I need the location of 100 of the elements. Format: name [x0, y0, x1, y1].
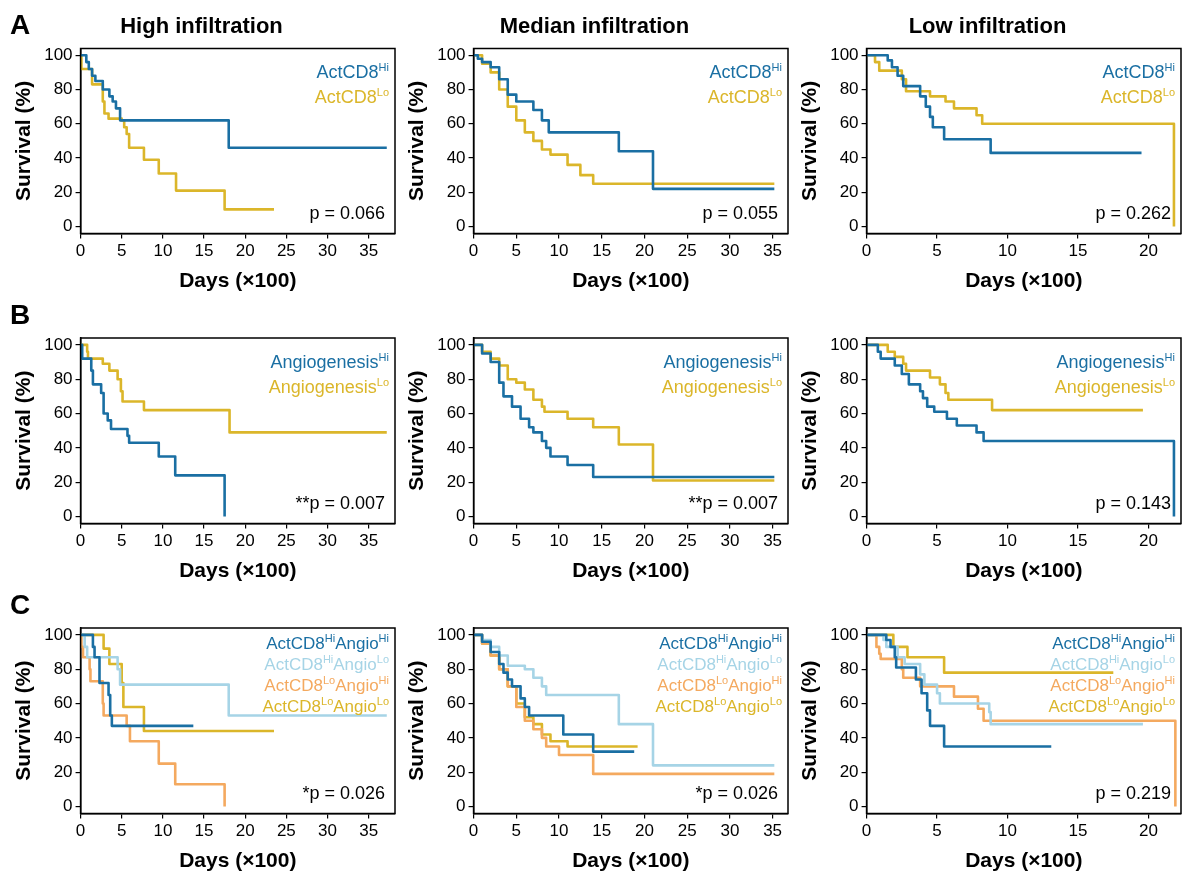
text: C [10, 588, 31, 620]
annotation: p = 0.055 [702, 203, 778, 224]
chart-title: Median infiltration [499, 13, 690, 39]
x-tick-label: 15 [592, 531, 612, 551]
y-tick-label: 80 [446, 368, 466, 388]
x-tick-label: 5 [116, 531, 127, 551]
y-tick-label: 20 [839, 181, 859, 201]
y-tick-label: 80 [839, 368, 859, 388]
x-tick-label: 5 [932, 531, 942, 551]
y-tick-label: 0 [63, 796, 73, 816]
y-tick-label: 60 [839, 403, 859, 423]
y-axis-title: Survival (%) [797, 370, 821, 491]
y-tick-label: 100 [437, 44, 466, 64]
y-tick-label: 0 [849, 216, 859, 236]
y-tick-label: 40 [53, 727, 73, 747]
x-tick-label: 25 [677, 531, 697, 551]
y-tick-label: 60 [53, 113, 73, 133]
y-tick-label: 80 [53, 79, 73, 99]
x-axis-title: Days (×100) [179, 848, 297, 872]
x-tick-label: 5 [116, 241, 127, 261]
text: A [10, 8, 31, 40]
x-axis-title: Days (×100) [179, 558, 297, 582]
y-tick-label: 0 [456, 216, 466, 236]
y-tick-label: 60 [446, 693, 466, 713]
y-tick-label: 0 [63, 216, 73, 236]
y-tick-label: 40 [53, 147, 73, 167]
y-tick-label: 100 [437, 334, 466, 354]
x-tick-label: 35 [763, 821, 783, 841]
x-tick-label: 15 [1068, 241, 1088, 261]
x-tick-label: 10 [998, 241, 1018, 261]
x-tick-label: 10 [153, 241, 173, 261]
x-tick-label: 25 [276, 531, 296, 551]
y-axis-title: Survival (%) [11, 80, 35, 202]
y-axis-title: Survival (%) [797, 660, 821, 781]
x-tick-label: 20 [634, 821, 654, 841]
y-tick-label: 80 [53, 368, 73, 388]
y-tick-label: 20 [53, 761, 73, 781]
x-tick-label: 30 [720, 531, 740, 551]
y-tick-label: 40 [839, 727, 859, 747]
annotation: **p = 0.007 [688, 493, 778, 514]
x-tick-label: 10 [998, 531, 1018, 551]
y-tick-label: 100 [437, 624, 466, 644]
x-tick-label: 5 [932, 821, 942, 841]
x-tick-label: 15 [194, 821, 214, 841]
y-tick-label: 40 [839, 147, 859, 167]
y-tick-label: 100 [830, 624, 859, 644]
y-tick-label: 20 [839, 761, 859, 781]
x-axis-title: Days (×100) [965, 848, 1083, 872]
text: B [10, 298, 31, 330]
y-tick-label: 100 [44, 44, 73, 64]
x-tick-label: 20 [235, 241, 255, 261]
y-tick-label: 100 [44, 334, 73, 354]
x-tick-label: 35 [359, 821, 379, 841]
x-tick-label: 15 [194, 531, 214, 551]
x-tick-label: 35 [763, 241, 783, 261]
annotation: p = 0.143 [1095, 493, 1171, 514]
x-tick-label: 30 [318, 241, 337, 261]
y-tick-label: 40 [446, 147, 466, 167]
y-tick-label: 100 [830, 334, 859, 354]
x-tick-label: 10 [998, 821, 1018, 841]
y-tick-label: 20 [446, 761, 466, 781]
y-axis-title: Survival (%) [797, 80, 821, 202]
y-tick-label: 80 [446, 79, 466, 99]
x-tick-label: 5 [511, 241, 522, 261]
y-tick-label: 80 [446, 658, 466, 678]
y-tick-label: 60 [53, 693, 73, 713]
x-tick-label: 20 [1139, 531, 1159, 551]
y-axis-title: Survival (%) [404, 370, 428, 491]
x-tick-label: 30 [720, 821, 740, 841]
x-tick-label: 35 [359, 241, 379, 261]
x-tick-label: 20 [1139, 821, 1159, 841]
y-tick-label: 0 [63, 506, 73, 526]
x-tick-label: 15 [194, 241, 214, 261]
y-axis-title: Survival (%) [11, 370, 35, 491]
x-tick-label: 5 [932, 241, 942, 261]
x-tick-label: 10 [549, 241, 569, 261]
y-tick-label: 0 [849, 506, 859, 526]
x-tick-label: 10 [549, 531, 569, 551]
y-tick-label: 0 [456, 506, 466, 526]
x-tick-label: 20 [235, 531, 255, 551]
y-tick-label: 20 [839, 471, 859, 491]
y-axis-title: Survival (%) [404, 80, 428, 202]
y-tick-label: 40 [839, 437, 859, 457]
x-tick-label: 25 [677, 821, 697, 841]
x-tick-label: 25 [677, 241, 697, 261]
x-tick-label: 5 [511, 821, 522, 841]
y-tick-label: 40 [446, 437, 466, 457]
x-tick-label: 25 [276, 821, 296, 841]
y-axis-title: Survival (%) [11, 660, 35, 781]
y-tick-label: 20 [53, 471, 73, 491]
y-tick-label: 0 [849, 796, 859, 816]
annotation: p = 0.219 [1095, 783, 1171, 804]
y-tick-label: 60 [53, 403, 73, 423]
y-tick-label: 40 [446, 727, 466, 747]
x-tick-label: 30 [318, 531, 337, 551]
y-tick-label: 80 [839, 658, 859, 678]
x-tick-label: 20 [634, 241, 654, 261]
x-tick-label: 5 [511, 531, 522, 551]
x-axis-title: Days (×100) [572, 848, 690, 872]
y-tick-label: 60 [446, 403, 466, 423]
